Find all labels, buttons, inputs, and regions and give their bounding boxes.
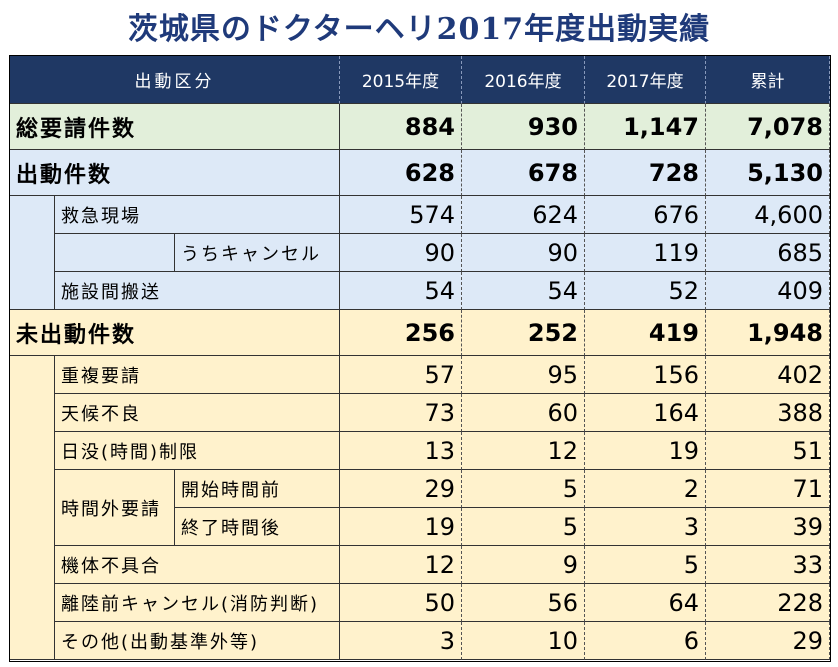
- value-cell: 56: [462, 584, 585, 622]
- value-cell: 624: [462, 196, 585, 234]
- value-cell: 12: [340, 546, 462, 584]
- value-cell: 156: [585, 356, 706, 394]
- value-cell: 54: [340, 272, 462, 310]
- row-label: 施設間搬送: [55, 272, 340, 310]
- header-cell: 出動区分: [10, 56, 340, 104]
- value-cell: 228: [706, 584, 830, 622]
- value-cell: 388: [706, 394, 830, 432]
- value-cell: 3: [340, 622, 462, 660]
- value-cell: 50: [340, 584, 462, 622]
- value-cell: 64: [585, 584, 706, 622]
- subrow-label: 終了時間後: [175, 508, 340, 546]
- value-cell: 60: [462, 394, 585, 432]
- subrow-label: うちキャンセル: [175, 234, 340, 272]
- header-cell: 2016年度: [462, 56, 585, 104]
- header-cell: 2015年度: [340, 56, 462, 104]
- row-label: その他(出動基準外等): [55, 622, 340, 660]
- header-cell: 2017年度: [585, 56, 706, 104]
- value-cell: 930: [462, 104, 585, 150]
- value-cell: 402: [706, 356, 830, 394]
- row-label: 機体不具合: [55, 546, 340, 584]
- value-cell: 13: [340, 432, 462, 470]
- section-label: 出動件数: [10, 150, 340, 196]
- subrow-label: 開始時間前: [175, 470, 340, 508]
- value-cell: 728: [585, 150, 706, 196]
- value-cell: 12: [462, 432, 585, 470]
- value-cell: 54: [462, 272, 585, 310]
- value-cell: 52: [585, 272, 706, 310]
- value-cell: 164: [585, 394, 706, 432]
- value-cell: 5,130: [706, 150, 830, 196]
- value-cell: 252: [462, 310, 585, 356]
- indent-cell: [10, 196, 55, 310]
- value-cell: 10: [462, 622, 585, 660]
- value-cell: 19: [585, 432, 706, 470]
- value-cell: 678: [462, 150, 585, 196]
- section-label: 総要請件数: [10, 104, 340, 150]
- value-cell: 95: [462, 356, 585, 394]
- value-cell: 29: [340, 470, 462, 508]
- value-cell: 409: [706, 272, 830, 310]
- value-cell: 1,948: [706, 310, 830, 356]
- value-cell: 3: [585, 508, 706, 546]
- row-label: 重複要請: [55, 356, 340, 394]
- value-cell: 39: [706, 508, 830, 546]
- value-cell: 419: [585, 310, 706, 356]
- value-cell: 5: [462, 508, 585, 546]
- value-cell: 73: [340, 394, 462, 432]
- value-cell: 90: [340, 234, 462, 272]
- value-cell: 19: [340, 508, 462, 546]
- value-cell: 574: [340, 196, 462, 234]
- value-cell: 685: [706, 234, 830, 272]
- section-label: 未出動件数: [10, 310, 340, 356]
- value-cell: 1,147: [585, 104, 706, 150]
- value-cell: 33: [706, 546, 830, 584]
- group-label: 時間外要請: [55, 470, 175, 546]
- value-cell: 5: [585, 546, 706, 584]
- indent-cell: [55, 234, 175, 272]
- row-label: 離陸前キャンセル(消防判断): [55, 584, 340, 622]
- value-cell: 9: [462, 546, 585, 584]
- row-label: 日没(時間)制限: [55, 432, 340, 470]
- value-cell: 884: [340, 104, 462, 150]
- value-cell: 628: [340, 150, 462, 196]
- value-cell: 256: [340, 310, 462, 356]
- value-cell: 90: [462, 234, 585, 272]
- header-cell: 累計: [706, 56, 830, 104]
- value-cell: 7,078: [706, 104, 830, 150]
- value-cell: 676: [585, 196, 706, 234]
- value-cell: 4,600: [706, 196, 830, 234]
- value-cell: 6: [585, 622, 706, 660]
- value-cell: 57: [340, 356, 462, 394]
- value-cell: 51: [706, 432, 830, 470]
- row-label: 救急現場: [55, 196, 340, 234]
- value-cell: 119: [585, 234, 706, 272]
- value-cell: 5: [462, 470, 585, 508]
- title: 茨城県のドクターヘリ2017年度出動実績: [127, 12, 711, 47]
- value-cell: 29: [706, 622, 830, 660]
- value-cell: 2: [585, 470, 706, 508]
- row-label: 天候不良: [55, 394, 340, 432]
- indent-cell: [10, 356, 55, 660]
- value-cell: 71: [706, 470, 830, 508]
